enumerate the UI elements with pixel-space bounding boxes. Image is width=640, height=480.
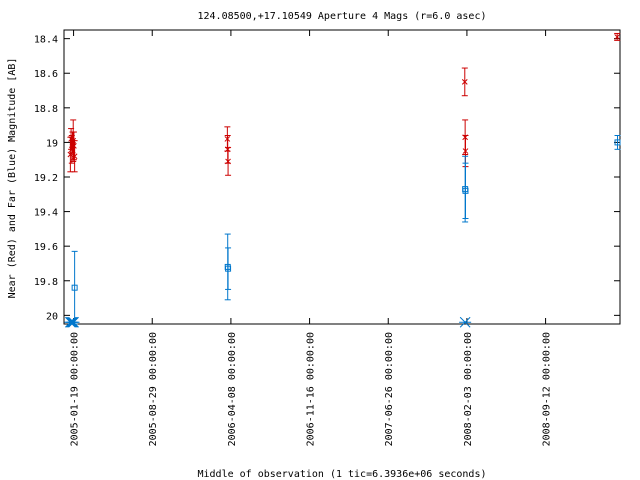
y-tick-label: 19 [46,138,58,149]
data-point [462,187,469,194]
y-tick-label: 18.8 [34,104,58,115]
data-point [71,153,78,160]
chart-title: 124.08500,+17.10549 Aperture 4 Mags (r=6… [198,11,487,22]
plot-area [63,29,621,325]
data-point [461,79,468,85]
y-axis-label: Near (Red) and Far (Blue) Magnitude [AB] [7,58,18,299]
y-tick-label: 18.4 [34,35,58,46]
data-marks [64,32,621,328]
y-tick-label: 19.4 [34,208,58,219]
data-point [225,158,231,165]
x-tick-label: 2006-11-16 00:00:00 [306,332,317,446]
data-point [71,143,77,149]
x-tick-label: 2005-08-29 00:00:00 [148,332,159,446]
data-point [614,139,621,146]
y-tick-label: 19.2 [34,173,58,184]
y-tick-label: 19.8 [34,277,58,288]
y-tick-label: 20 [46,311,58,322]
x-tick-label: 2007-06-26 00:00:00 [384,332,395,446]
x-tick-label: 2005-01-19 00:00:00 [70,332,81,446]
x-axis-label: Middle of observation (1 tic=6.3936e+06 … [198,469,487,480]
y-tick-label: 19.6 [34,242,58,253]
x-axis: 2005-01-19 00:00:00 2005-08-29 00:00:00 20… [70,30,553,446]
y-axis: 18.4 18.6 18.8 19 19.2 19.4 19.6 19.8 20 [34,35,620,322]
limit-marker [67,316,80,328]
limit-marker [459,316,472,328]
data-point [71,284,78,291]
x-tick-label: 2006-04-08 00:00:00 [227,332,238,446]
x-tick-label: 2008-02-03 00:00:00 [463,332,474,446]
data-point [225,265,232,272]
data-point [462,148,469,154]
y-tick-label: 18.6 [34,69,58,80]
data-point [614,34,621,40]
x-tick-label: 2008-09-12 00:00:00 [542,332,553,446]
